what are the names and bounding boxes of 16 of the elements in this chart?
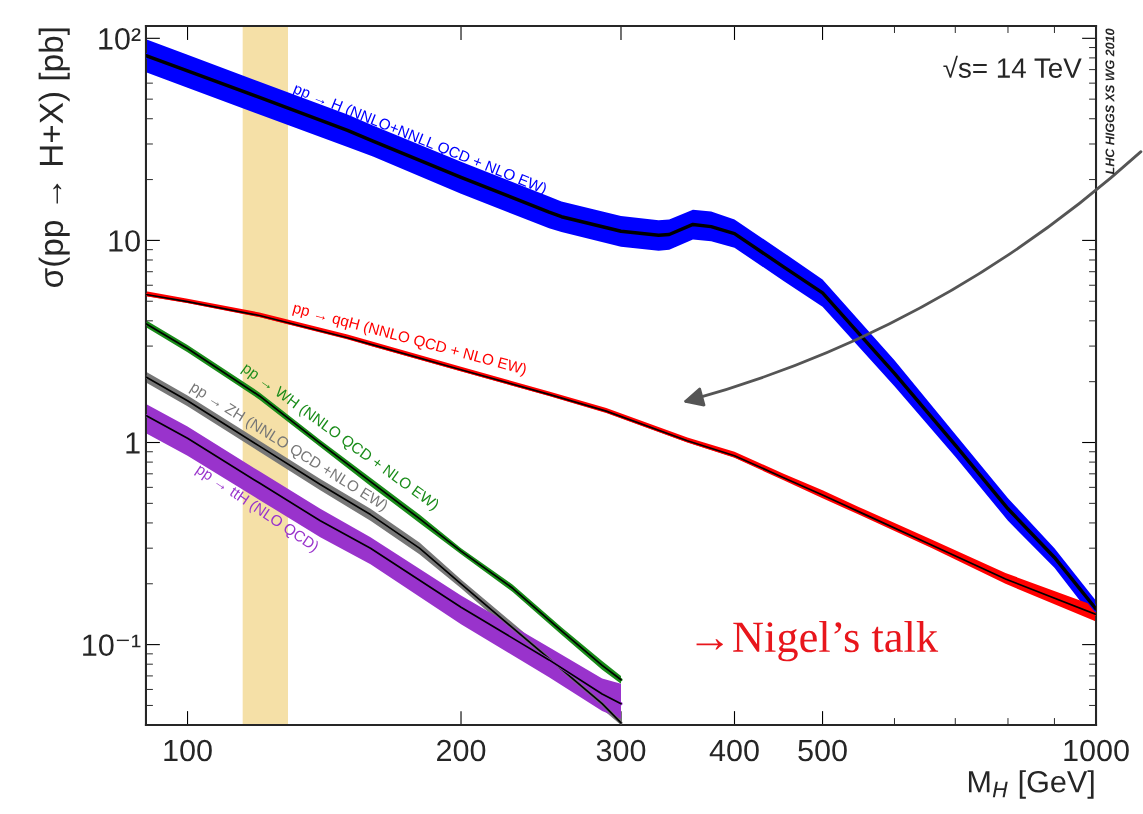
y-tick-label: 10 xyxy=(109,230,140,252)
annotation: √s= 14 TeV xyxy=(943,55,1082,78)
y-tick-label: 10⁻¹ xyxy=(83,634,141,656)
x-axis-title: M$_{H}$ [GeV] xyxy=(968,770,1094,799)
y-axis-title: σ(pp → H+X) [pb] xyxy=(38,28,70,287)
y-tick-label: 10² xyxy=(99,28,141,50)
y-tick-label: 1 xyxy=(126,432,140,454)
x-tick-label: 400 xyxy=(709,739,759,762)
x-tick-label: 300 xyxy=(596,739,646,762)
annotation: →Nigel’s talk xyxy=(696,620,939,662)
x-tick-label: 500 xyxy=(798,739,847,762)
text: LHC HIGGS XS WG 2010 xyxy=(1105,28,1115,175)
x-tick-label: 1000 xyxy=(1064,739,1129,762)
annotation: pp → qqH (NNLO QCD + NLO EW) xyxy=(292,301,528,378)
x-tick-label: 100 xyxy=(164,739,212,762)
x-tick-label: 200 xyxy=(437,739,486,762)
